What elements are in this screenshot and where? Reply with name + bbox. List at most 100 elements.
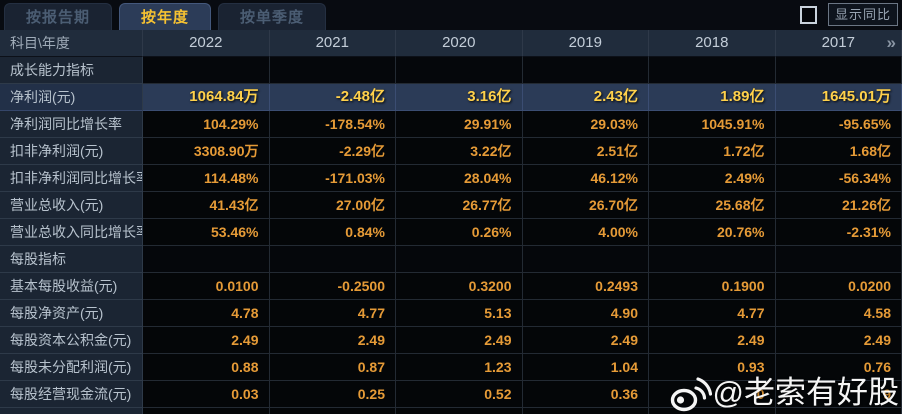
value-cell: 0 [649,381,776,408]
value-cell: 28.04% [396,165,523,192]
show-yoy-checkbox[interactable] [799,5,817,24]
value-cell: 2.49 [775,327,902,354]
value-cell: 4.77 [269,300,396,327]
row-label: 每股资本公积金(元) [0,327,143,354]
value-cell: 21.26亿 [775,192,902,219]
period-tabbar: 按报告期 按年度 按单季度 显示同比 [0,0,902,30]
row-label: 净利润(元) [0,84,143,111]
value-cell: 0.1900 [649,273,776,300]
value-cell: 2.49 [649,327,776,354]
value-cell: 29.91% [396,111,523,138]
table-row[interactable]: 每股未分配利润(元) 0.88 0.87 1.23 1.04 0.93 0.76 [0,354,902,381]
value-cell: -56.34% [775,165,902,192]
value-cell: 20.76% [649,219,776,246]
value-cell: 27.00亿 [269,192,396,219]
value-cell: 0.52 [396,381,523,408]
row-label: 每股未分配利润(元) [0,354,143,381]
value-cell: 9 [775,381,902,408]
value-cell [143,57,270,84]
value-cell [143,408,270,414]
tab-by-single-quarter[interactable]: 按单季度 [218,3,327,30]
row-label: 基本每股收益(元) [0,273,143,300]
table-row[interactable]: 每股净资产(元) 4.78 4.77 5.13 4.90 4.77 4.58 [0,300,902,327]
value-cell: 53.46% [143,219,270,246]
value-cell: 5.13 [396,300,523,327]
value-cell: 104.29% [143,111,270,138]
value-cell: -178.54% [269,111,396,138]
value-cell: 0.3200 [396,273,523,300]
value-cell [775,408,902,414]
show-yoy-button[interactable]: 显示同比 [827,3,898,26]
row-label: 成长能力指标 [0,57,143,84]
value-cell: 0.88 [143,354,270,381]
value-cell: 1.72亿 [649,138,776,165]
value-cell: 3308.90万 [143,138,270,165]
tab-by-year[interactable]: 按年度 [119,3,212,30]
value-cell: 0.2493 [522,273,649,300]
value-cell: 0.03 [143,381,270,408]
table-row[interactable]: 净利润同比增长率 104.29% -178.54% 29.91% 29.03% 1045.… [0,111,902,138]
table-row[interactable]: 营业总收入同比增长率 53.46% 0.84% 0.26% 4.00% 20.76% -2.… [0,219,902,246]
row-label: 每股指标 [0,246,143,273]
value-cell: 26.77亿 [396,192,523,219]
table-header-row: 科目\年度 2022 2021 2020 2019 2018 2017 » [0,30,902,57]
value-cell: 0.84% [269,219,396,246]
tab-by-report-period[interactable]: 按报告期 [4,3,113,30]
value-cell: 4.78 [143,300,270,327]
section-header-row[interactable]: 成长能力指标 [0,57,902,84]
value-cell: 4.58 [775,300,902,327]
value-cell [143,246,270,273]
value-cell: 25.68亿 [649,192,776,219]
row-label: 每股经营现金流(元) [0,381,143,408]
value-cell [396,246,523,273]
year-header-2017-label: 2017 [821,34,855,51]
value-cell: 46.12% [522,165,649,192]
value-cell [396,57,523,84]
value-cell: 1.68亿 [775,138,902,165]
value-cell [649,408,776,414]
table-row[interactable]: 净利润(元) 1064.84万 -2.48亿 3.16亿 2.43亿 1.89亿 1645.… [0,84,902,111]
year-header-2022: 2022 [143,30,270,57]
value-cell: 4.00% [522,219,649,246]
more-columns-icon[interactable]: » [886,33,897,52]
value-cell [775,246,902,273]
value-cell: 29.03% [522,111,649,138]
value-cell [522,57,649,84]
value-cell: 1.04 [522,354,649,381]
financial-table-body: 成长能力指标 净利润(元) 1064.84万 -2.48亿 3.16亿 2.43亿 1.89… [0,57,902,414]
year-header-2017: 2017 » [775,30,902,57]
value-cell: 4.90 [522,300,649,327]
row-label: 营业总收入(元) [0,192,143,219]
value-cell: -2.31% [775,219,902,246]
value-cell: -0.2500 [269,273,396,300]
value-cell: 0.93 [649,354,776,381]
table-row[interactable]: 每股经营现金流(元) 0.03 0.25 0.52 0.36 0 9 [0,381,902,408]
table-row[interactable]: 扣非净利润(元) 3308.90万 -2.29亿 3.22亿 2.51亿 1.72亿 1.6… [0,138,902,165]
value-cell: 0.0100 [143,273,270,300]
value-cell: 3.16亿 [396,84,523,111]
value-cell: 1045.91% [649,111,776,138]
section-header-row[interactable]: 每股指标 [0,246,902,273]
value-cell: 0.76 [775,354,902,381]
table-row[interactable]: 每股资本公积金(元) 2.49 2.49 2.49 2.49 2.49 2.49 [0,327,902,354]
year-header-2018: 2018 [649,30,776,57]
table-row[interactable]: 扣非净利润同比增长率 114.48% -171.03% 28.04% 46.12% 2.4… [0,165,902,192]
value-cell: 41.43亿 [143,192,270,219]
value-cell: 0.26% [396,219,523,246]
table-row[interactable]: 营业总收入(元) 41.43亿 27.00亿 26.77亿 26.70亿 25.68亿 21… [0,192,902,219]
value-cell: 2.49 [396,327,523,354]
value-cell: 0.87 [269,354,396,381]
year-header-2020: 2020 [396,30,523,57]
value-cell: 3.22亿 [396,138,523,165]
tabbar-controls: 显示同比 [799,3,902,30]
value-cell: -95.65% [775,111,902,138]
table-row[interactable]: 基本每股收益(元) 0.0100 -0.2500 0.3200 0.2493 0.1900… [0,273,902,300]
value-cell: 0.0200 [775,273,902,300]
value-cell: 2.49% [649,165,776,192]
value-cell: 0.36 [522,381,649,408]
row-label: 营业总收入同比增长率 [0,219,143,246]
value-cell [396,408,523,414]
value-cell [269,57,396,84]
value-cell: 1064.84万 [143,84,270,111]
